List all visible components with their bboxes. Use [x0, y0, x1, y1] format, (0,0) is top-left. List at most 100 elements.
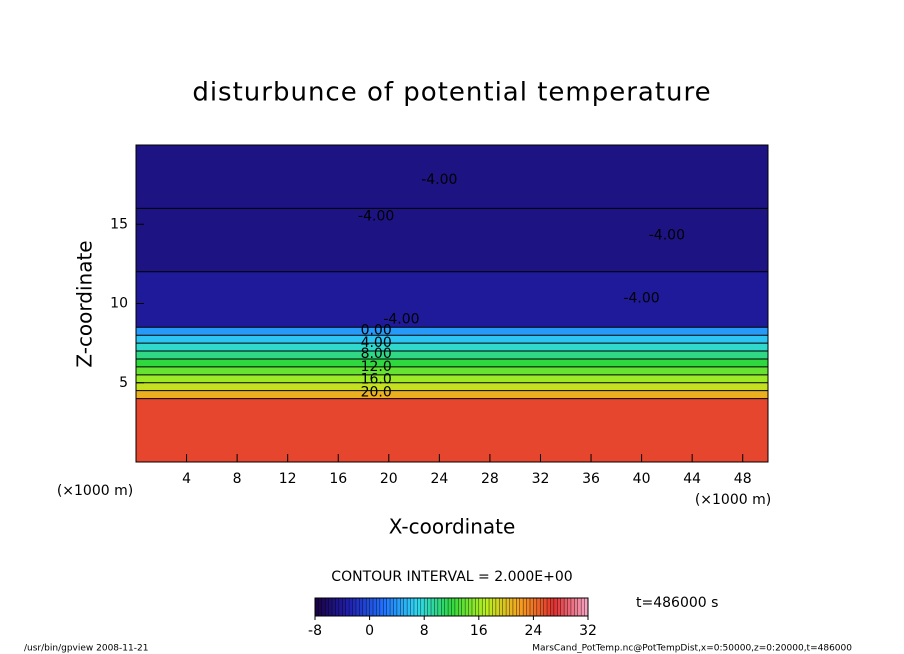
- colorbar-cell: [574, 598, 579, 616]
- contour-label: -4.00: [421, 172, 457, 188]
- colorbar-cell: [434, 598, 439, 616]
- contour-label: 8.00: [361, 346, 392, 362]
- cell: [136, 390, 768, 399]
- colorbar-cell: [413, 598, 418, 616]
- x-tick-label: 28: [481, 471, 499, 487]
- colorbar-cell: [448, 598, 452, 616]
- cell: [136, 327, 768, 336]
- colorbar-cell: [454, 598, 459, 616]
- contour-label: 20.0: [361, 384, 392, 400]
- contour-label: -4.00: [383, 311, 419, 327]
- colorbar-cell: [393, 598, 398, 616]
- colorbar-cell: [355, 598, 360, 616]
- x-tick-label: 24: [430, 471, 448, 487]
- y-tick-label: 10: [110, 296, 128, 312]
- colorbar-cell: [328, 598, 333, 616]
- x-tick-label: 32: [532, 471, 550, 487]
- colorbar-cell: [560, 598, 565, 616]
- y-axis-label: Z-coordinate: [73, 240, 97, 367]
- contour-label: 16.0: [361, 372, 392, 388]
- colorbar-frame: [314, 597, 589, 617]
- colorbar-cell: [495, 598, 500, 616]
- colorbar-cell: [553, 598, 558, 616]
- colorbar-cell: [468, 598, 473, 616]
- y-unit: (×1000 m): [57, 483, 133, 499]
- y-tick-label: 15: [110, 216, 128, 232]
- colorbar-cell: [342, 598, 347, 616]
- colorbar-cell: [407, 598, 411, 616]
- colorbar-cell: [362, 598, 367, 616]
- colorbar-cell: [523, 598, 527, 616]
- colorbar-cell: [376, 598, 381, 616]
- contour-label: -4.00: [358, 208, 394, 224]
- colorbar-cell: [478, 598, 483, 616]
- colorbar-cell: [567, 598, 572, 616]
- x-unit: (×1000 m): [695, 492, 771, 508]
- contour-label: -4.00: [623, 291, 659, 307]
- x-tick-label: 16: [329, 471, 347, 487]
- colorbar-cell: [509, 598, 514, 616]
- colorbar-cell: [321, 598, 326, 616]
- cell: [136, 382, 768, 391]
- cell: [136, 398, 768, 462]
- colorbar-cell: [581, 598, 585, 616]
- contour-label: 4.00: [361, 335, 392, 351]
- x-tick-label: 20: [380, 471, 398, 487]
- colorbar-cell: [577, 598, 582, 616]
- colorbar-cell: [471, 598, 476, 616]
- colorbar-cell: [540, 598, 544, 616]
- colorbar-cell: [547, 598, 551, 616]
- colorbar-cell: [369, 598, 374, 616]
- colorbar-cell: [512, 598, 517, 616]
- colorbar-tick-label: 0: [365, 623, 374, 639]
- x-tick-label: 44: [683, 471, 701, 487]
- colorbar-tick-label: 16: [470, 623, 488, 639]
- cell: [136, 335, 768, 344]
- colorbar-cell: [359, 598, 364, 616]
- colorbar-cell: [444, 598, 449, 616]
- colorbar-cell: [325, 598, 329, 616]
- colorbar-cell: [475, 598, 480, 616]
- colorbar-cell: [465, 598, 469, 616]
- x-tick-label: 36: [582, 471, 600, 487]
- colorbar-cell: [526, 598, 531, 616]
- cell: [136, 145, 768, 209]
- colorbar-cell: [390, 598, 394, 616]
- cell: [136, 358, 768, 367]
- colorbar-cell: [349, 598, 353, 616]
- colorbar-cell: [550, 598, 555, 616]
- x-tick-label: 12: [279, 471, 297, 487]
- cell: [136, 343, 768, 352]
- x-tick-label: 8: [233, 471, 242, 487]
- footer-right: MarsCand_PotTemp.nc@PotTempDist,x=0:5000…: [532, 644, 852, 654]
- colorbar-cell: [441, 598, 445, 616]
- contour-label: 0.00: [361, 322, 392, 338]
- colorbar-cell: [417, 598, 422, 616]
- chart-title: disturbunce of potential temperature: [192, 78, 711, 108]
- colorbar-cell: [403, 598, 408, 616]
- colorbar-tick-label: 32: [579, 623, 597, 639]
- colorbar-cell: [383, 598, 387, 616]
- colorbar-cell: [332, 598, 336, 616]
- colorbar-cell: [529, 598, 534, 616]
- cell: [136, 366, 768, 375]
- colorbar-cell: [427, 598, 432, 616]
- colorbar-tick-label: 8: [420, 623, 429, 639]
- colorbar-cell: [410, 598, 415, 616]
- x-axis-label: X-coordinate: [389, 515, 516, 539]
- colorbar-cell: [485, 598, 490, 616]
- x-tick-label: 40: [633, 471, 651, 487]
- colorbar-cell: [564, 598, 568, 616]
- y-tick-label: 5: [119, 375, 128, 391]
- colorbar-cell: [451, 598, 456, 616]
- footer-left: /usr/bin/gpview 2008-11-21: [24, 644, 148, 654]
- colorbar-cell: [424, 598, 428, 616]
- colorbar-cell: [492, 598, 497, 616]
- colorbar-cell: [315, 598, 319, 616]
- colorbar-cell: [335, 598, 340, 616]
- contour-label: 12.0: [361, 359, 392, 375]
- contour-interval: CONTOUR INTERVAL = 2.000E+00: [331, 569, 572, 585]
- colorbar-cell: [461, 598, 466, 616]
- colorbar-cell: [482, 598, 486, 616]
- colorbar-cell: [373, 598, 377, 616]
